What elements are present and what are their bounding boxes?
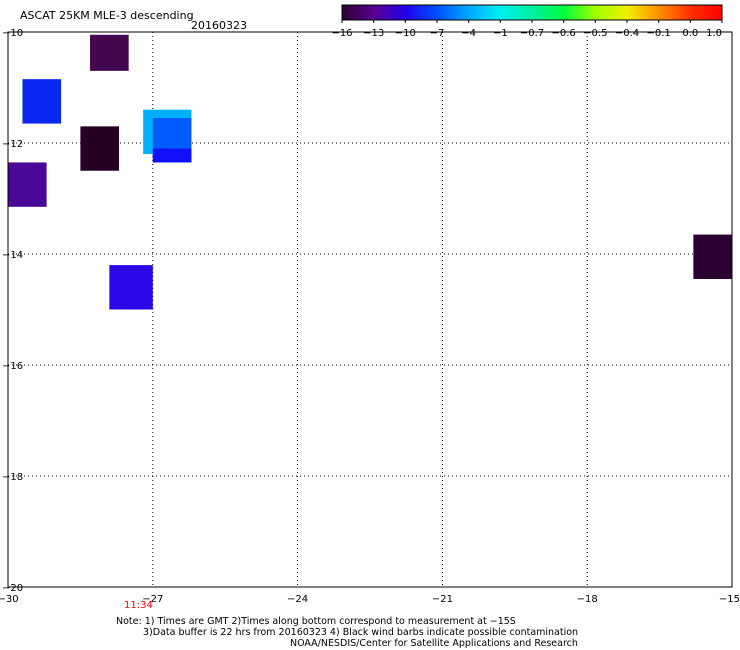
colorbar-tick-label: 0.0 xyxy=(682,28,698,39)
colorbar xyxy=(341,4,723,21)
colorbar-tick-label: −0.6 xyxy=(552,28,576,39)
colorbar-tick-label: 1.0 xyxy=(706,28,722,39)
plot-frame xyxy=(7,31,733,588)
y-tick-label: −12 xyxy=(2,139,23,150)
y-tick-label: −10 xyxy=(2,28,23,39)
data-cell xyxy=(80,126,120,171)
x-tick-label: −30 xyxy=(0,594,19,605)
x-tick-label: −15 xyxy=(719,594,740,605)
data-cell xyxy=(109,265,153,310)
data-cell xyxy=(152,148,192,163)
chart-date: 20160323 xyxy=(191,19,247,32)
colorbar-bar xyxy=(341,4,723,21)
colorbar-tick-labels: −16 −13 −10 −7 −4 −1 −0.7 −0.6 −0.5 −0.4 −0.1 0.0 1.… xyxy=(331,20,723,39)
data-cells xyxy=(8,34,732,310)
data-cell xyxy=(8,162,47,207)
data-cell xyxy=(693,234,732,279)
y-tick-labels: −10 −12 −14 −16 −18 −20 xyxy=(2,28,23,594)
x-tick-label: −18 xyxy=(577,594,598,605)
colorbar-tick-label: −4 xyxy=(461,28,476,39)
y-tick-label: −16 xyxy=(2,361,23,372)
note-line-2: 3)Data buffer is 22 hrs from 20160323 4)… xyxy=(143,627,578,638)
x-tick-label: −24 xyxy=(287,594,308,605)
colorbar-tick-label: −0.7 xyxy=(520,28,544,39)
note-line-3: NOAA/NESDIS/Center for Satellite Applica… xyxy=(290,638,578,649)
colorbar-tick-label: −10 xyxy=(395,28,416,39)
x-tick-label: −21 xyxy=(432,594,453,605)
chart-title: ASCAT 25KM MLE-3 descending xyxy=(20,9,194,22)
y-tick-label: −18 xyxy=(2,472,23,483)
y-tick-label: −20 xyxy=(2,583,23,594)
note-line-1: Note: 1) Times are GMT 2)Times along bot… xyxy=(116,616,516,627)
colorbar-tick-label: −0.4 xyxy=(615,28,639,39)
data-cell xyxy=(90,34,129,71)
data-cell xyxy=(22,79,62,124)
time-label: 11:34 xyxy=(124,600,153,611)
y-tick-label: −14 xyxy=(2,250,23,261)
colorbar-tick-label: −16 xyxy=(331,28,352,39)
x-tick-labels: −30 −27 −24 −21 −18 −15 xyxy=(0,594,740,605)
colorbar-tick-label: −1 xyxy=(493,28,508,39)
colorbar-tick-label: −0.5 xyxy=(583,28,607,39)
colorbar-tick-label: −7 xyxy=(430,28,445,39)
colorbar-tick-label: −13 xyxy=(363,28,384,39)
colorbar-tick-label: −0.1 xyxy=(647,28,671,39)
x-tick-label: −27 xyxy=(142,594,163,605)
